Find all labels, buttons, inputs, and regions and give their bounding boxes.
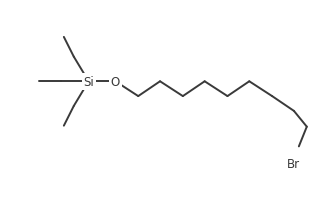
- Text: O: O: [111, 75, 120, 88]
- Text: Br: Br: [287, 157, 301, 170]
- Text: Si: Si: [83, 75, 94, 88]
